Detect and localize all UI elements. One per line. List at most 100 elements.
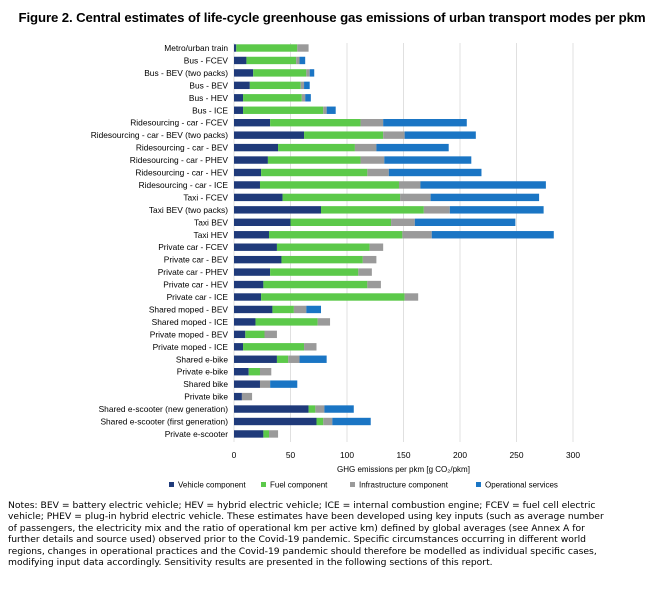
category-label: Bus - HEV bbox=[189, 93, 229, 103]
bar-segment bbox=[263, 430, 270, 438]
x-tick-label: 300 bbox=[566, 450, 580, 460]
figure-notes: Notes: BEV = battery electric vehicle; H… bbox=[8, 500, 604, 569]
bar-segment bbox=[234, 44, 237, 52]
bar-segment bbox=[234, 343, 244, 351]
legend-entry: Infrastructure component bbox=[359, 481, 449, 490]
bar-segment bbox=[267, 156, 361, 164]
bar-segment bbox=[354, 143, 377, 152]
bar-segment bbox=[234, 417, 317, 426]
bar-segment bbox=[315, 405, 325, 413]
bar-segment bbox=[241, 392, 253, 401]
category-label: Ridesourcing - car - BEV (two packs) bbox=[91, 130, 229, 140]
bar-segment bbox=[234, 156, 268, 164]
bar-segment bbox=[332, 417, 371, 426]
bar-segment bbox=[324, 405, 354, 413]
bar-segment bbox=[376, 143, 449, 152]
x-axis-title: GHG emissions per pkm [g CO₂/pkm] bbox=[337, 465, 470, 474]
bar-segment bbox=[234, 181, 260, 189]
bar-segment bbox=[243, 343, 305, 351]
bar-segment bbox=[234, 405, 309, 413]
category-label: Taxi HEV bbox=[194, 230, 229, 240]
bar-segment bbox=[300, 81, 305, 90]
bar-segment bbox=[383, 119, 467, 127]
category-label: Shared bike bbox=[183, 379, 228, 389]
bar-segment bbox=[299, 355, 327, 363]
bar-segment bbox=[299, 56, 306, 65]
bar-segment bbox=[234, 218, 291, 226]
category-label: Ridesourcing - car - ICE bbox=[139, 180, 229, 190]
x-tick-label: 150 bbox=[397, 450, 411, 460]
x-tick-labels: 0 50 100 150 200 250 300 bbox=[232, 450, 581, 460]
bar-segment bbox=[360, 119, 384, 127]
bar-segment bbox=[234, 119, 271, 127]
bar-segment bbox=[276, 243, 370, 251]
x-tick-label: 50 bbox=[286, 450, 296, 460]
bar-segment bbox=[234, 193, 283, 202]
bar-segment bbox=[282, 193, 401, 202]
bar-segment bbox=[245, 330, 265, 339]
bar-segment bbox=[272, 305, 294, 314]
category-label: Taxi - FCEV bbox=[183, 192, 228, 202]
category-label: Shared e-scooter (first generation) bbox=[100, 417, 228, 427]
bar-segment bbox=[431, 231, 554, 239]
bars bbox=[234, 44, 554, 438]
category-label: Bus - ICE bbox=[192, 105, 228, 115]
bar-segment bbox=[388, 168, 482, 177]
bar-segment bbox=[305, 94, 311, 102]
bar-segment bbox=[400, 193, 431, 202]
legend-entry: Fuel component bbox=[270, 481, 328, 490]
bar-segment bbox=[234, 56, 247, 65]
bar-segment bbox=[234, 293, 262, 301]
bar-segment bbox=[248, 368, 260, 376]
bar-segment bbox=[293, 305, 307, 314]
bar-segment bbox=[358, 268, 372, 276]
x-tick-label: 100 bbox=[340, 450, 354, 460]
bar-segment bbox=[297, 44, 309, 52]
category-label: Private moped - ICE bbox=[153, 342, 229, 352]
bar-segment bbox=[263, 280, 368, 289]
bar-segment bbox=[398, 181, 421, 189]
bar-segment bbox=[430, 193, 540, 202]
bar-segment bbox=[288, 355, 300, 363]
bar-segment bbox=[362, 255, 377, 264]
category-label: Private moped - BEV bbox=[150, 329, 229, 339]
bar-segment bbox=[234, 206, 322, 214]
category-label: Shared moped - ICE bbox=[152, 317, 229, 327]
bar-segment bbox=[391, 218, 415, 226]
bar-segment bbox=[309, 69, 315, 77]
bar-segment bbox=[420, 181, 546, 189]
bar-segment bbox=[234, 280, 264, 289]
category-label: Bus - BEV (two packs) bbox=[144, 68, 228, 78]
bar-segment bbox=[270, 380, 298, 388]
category-labels: Metro/urban train Bus - FCEV Bus - BEV (tw… bbox=[91, 43, 229, 439]
bar-segment bbox=[369, 243, 384, 251]
bar-segment bbox=[234, 255, 282, 264]
bar-segment bbox=[278, 143, 355, 152]
bar-segment bbox=[234, 69, 254, 77]
bar-segment bbox=[323, 106, 327, 114]
category-label: Private e-bike bbox=[177, 367, 229, 377]
bar-segment bbox=[255, 318, 318, 326]
legend-entry: Operational services bbox=[485, 481, 558, 490]
bar-segment bbox=[234, 131, 305, 139]
legend-swatch bbox=[350, 482, 355, 487]
bar-segment bbox=[234, 305, 273, 314]
category-label: Private car - ICE bbox=[167, 292, 229, 302]
bar-segment bbox=[234, 392, 242, 401]
bar-segment bbox=[326, 106, 336, 114]
bar-segment bbox=[234, 143, 279, 152]
bar-segment bbox=[323, 417, 333, 426]
bar-segment bbox=[243, 106, 324, 114]
gridlines bbox=[233, 43, 574, 442]
category-label: Private car - BEV bbox=[164, 255, 229, 265]
bar-segment bbox=[404, 131, 476, 139]
category-label: Private e-scooter bbox=[165, 429, 229, 439]
bar-segment bbox=[321, 206, 424, 214]
category-label: Ridesourcing - car - PHEV bbox=[130, 155, 229, 165]
legend-entry: Vehicle component bbox=[178, 481, 246, 490]
category-label: Shared moped - BEV bbox=[149, 304, 229, 314]
category-label: Bus - FCEV bbox=[184, 55, 229, 65]
bar-segment bbox=[269, 231, 403, 239]
bar-segment bbox=[234, 380, 260, 388]
stacked-bar-chart: Metro/urban train Bus - FCEV Bus - BEV (tw… bbox=[91, 43, 581, 490]
